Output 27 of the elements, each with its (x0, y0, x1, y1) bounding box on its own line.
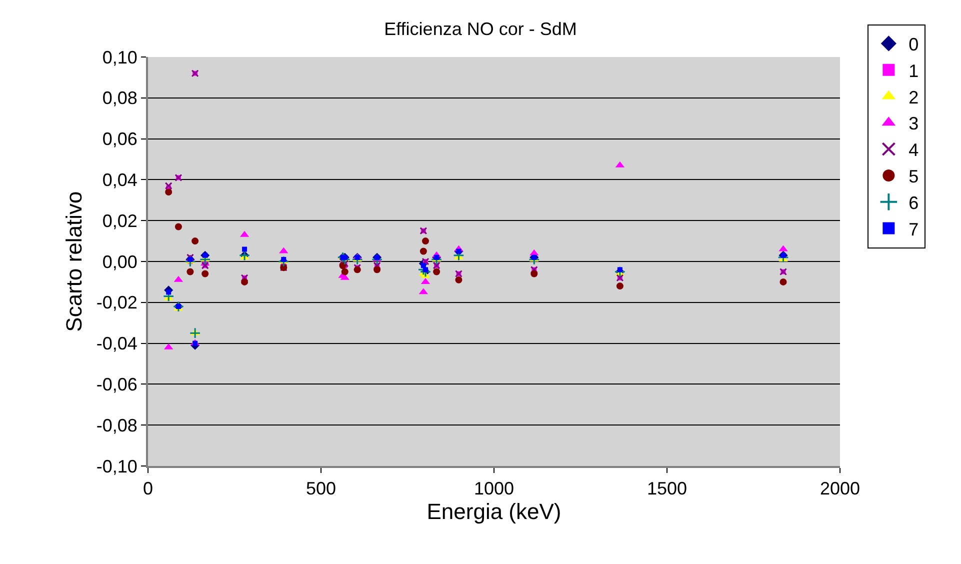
legend-label: 4 (908, 140, 919, 160)
x-tick-label: 1000 (474, 478, 514, 499)
y-tick-label: 0,02 (102, 210, 138, 231)
legend-label: 1 (908, 60, 919, 81)
legend-label: 5 (908, 166, 919, 186)
y-tick-label: 0,06 (102, 129, 138, 150)
legend-label: 3 (908, 114, 919, 134)
x-tick-label: 500 (306, 478, 336, 499)
legend-label: 0 (908, 34, 919, 54)
y-tick-label: 0,08 (102, 88, 138, 108)
y-tick-label: -0,02 (96, 292, 138, 313)
y-tick-label: 0,04 (102, 170, 138, 190)
legend-label: 6 (908, 192, 919, 213)
y-tick-label: -0,04 (96, 334, 138, 354)
legend-label: 7 (908, 219, 919, 240)
x-tick-label: 0 (142, 478, 154, 499)
y-tick-label: -0,10 (96, 456, 138, 476)
x-tick-label: 2000 (820, 478, 860, 499)
y-tick-label: -0,08 (96, 415, 138, 436)
x-tick-label: 1500 (646, 478, 688, 499)
y-axis-title: Scarto relativo (62, 191, 87, 332)
y-tick-label: 0,10 (102, 47, 138, 68)
x-axis-title: Energia (keV) (426, 499, 562, 524)
y-tick-label: 0,00 (102, 252, 138, 272)
chart-title: Efficienza NO cor - SdM (384, 19, 577, 40)
legend-label: 2 (908, 87, 919, 108)
y-tick-label: -0,06 (96, 374, 138, 394)
